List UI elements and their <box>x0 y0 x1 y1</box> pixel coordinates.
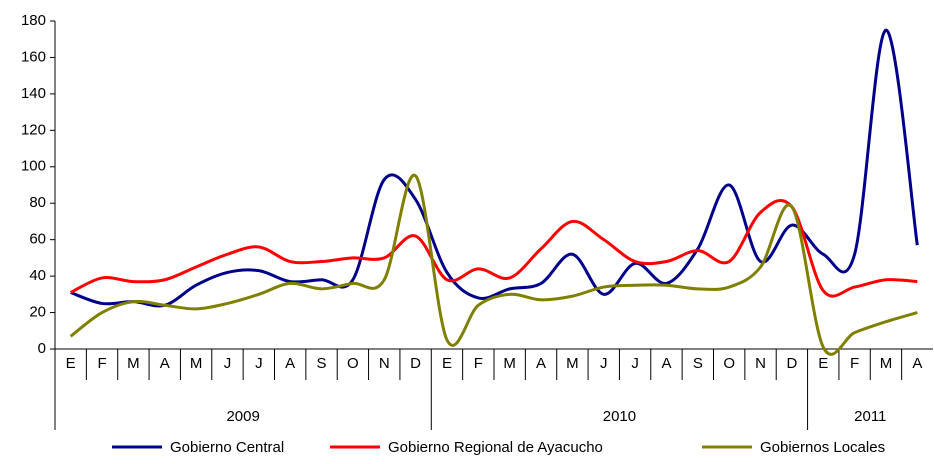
x-tick-label: A <box>912 355 922 372</box>
series-line <box>70 28 919 308</box>
x-tick-label: A <box>285 355 295 372</box>
series-line <box>69 173 918 356</box>
y-tick-label: 120 <box>21 121 46 138</box>
series-line <box>70 198 918 298</box>
y-tick-label: 180 <box>21 12 46 29</box>
y-tick-label: 20 <box>29 304 46 321</box>
x-tick-label: A <box>661 355 671 372</box>
x-tick-label: J <box>600 355 608 372</box>
y-tick-label: 40 <box>29 267 46 284</box>
x-tick-label: M <box>190 355 203 372</box>
x-tick-label: E <box>66 355 76 372</box>
legend-label: Gobierno Central <box>170 439 284 456</box>
x-tick-label: D <box>786 355 797 372</box>
x-tick-label: A <box>160 355 170 372</box>
y-tick-label: 100 <box>21 158 46 175</box>
y-tick-label: 160 <box>21 48 46 65</box>
x-tick-label: M <box>880 355 893 372</box>
year-label: 2011 <box>854 408 886 425</box>
x-tick-label: N <box>755 355 766 372</box>
legend-label: Gobiernos Locales <box>760 439 885 456</box>
x-tick-label: D <box>410 355 421 372</box>
x-tick-label: J <box>224 355 232 372</box>
y-tick-label: 0 <box>38 340 46 357</box>
y-tick-label: 140 <box>21 85 46 102</box>
x-tick-label: F <box>850 355 859 372</box>
year-label: 2009 <box>226 408 259 425</box>
x-tick-label: M <box>566 355 579 372</box>
x-tick-label: J <box>255 355 263 372</box>
x-tick-label: E <box>818 355 828 372</box>
legend-label: Gobierno Regional de Ayacucho <box>388 439 603 456</box>
year-label: 2010 <box>603 408 636 425</box>
x-tick-label: F <box>474 355 483 372</box>
x-tick-label: A <box>536 355 546 372</box>
x-tick-label: N <box>379 355 390 372</box>
x-tick-label: O <box>723 355 735 372</box>
x-tick-label: S <box>693 355 703 372</box>
y-tick-label: 80 <box>29 194 46 211</box>
x-tick-label: S <box>317 355 327 372</box>
x-tick-label: F <box>97 355 106 372</box>
y-tick-label: 60 <box>29 231 46 248</box>
x-tick-label: M <box>503 355 516 372</box>
x-tick-label: E <box>442 355 452 372</box>
x-tick-label: J <box>631 355 639 372</box>
x-tick-label: O <box>347 355 359 372</box>
x-tick-label: M <box>127 355 140 372</box>
